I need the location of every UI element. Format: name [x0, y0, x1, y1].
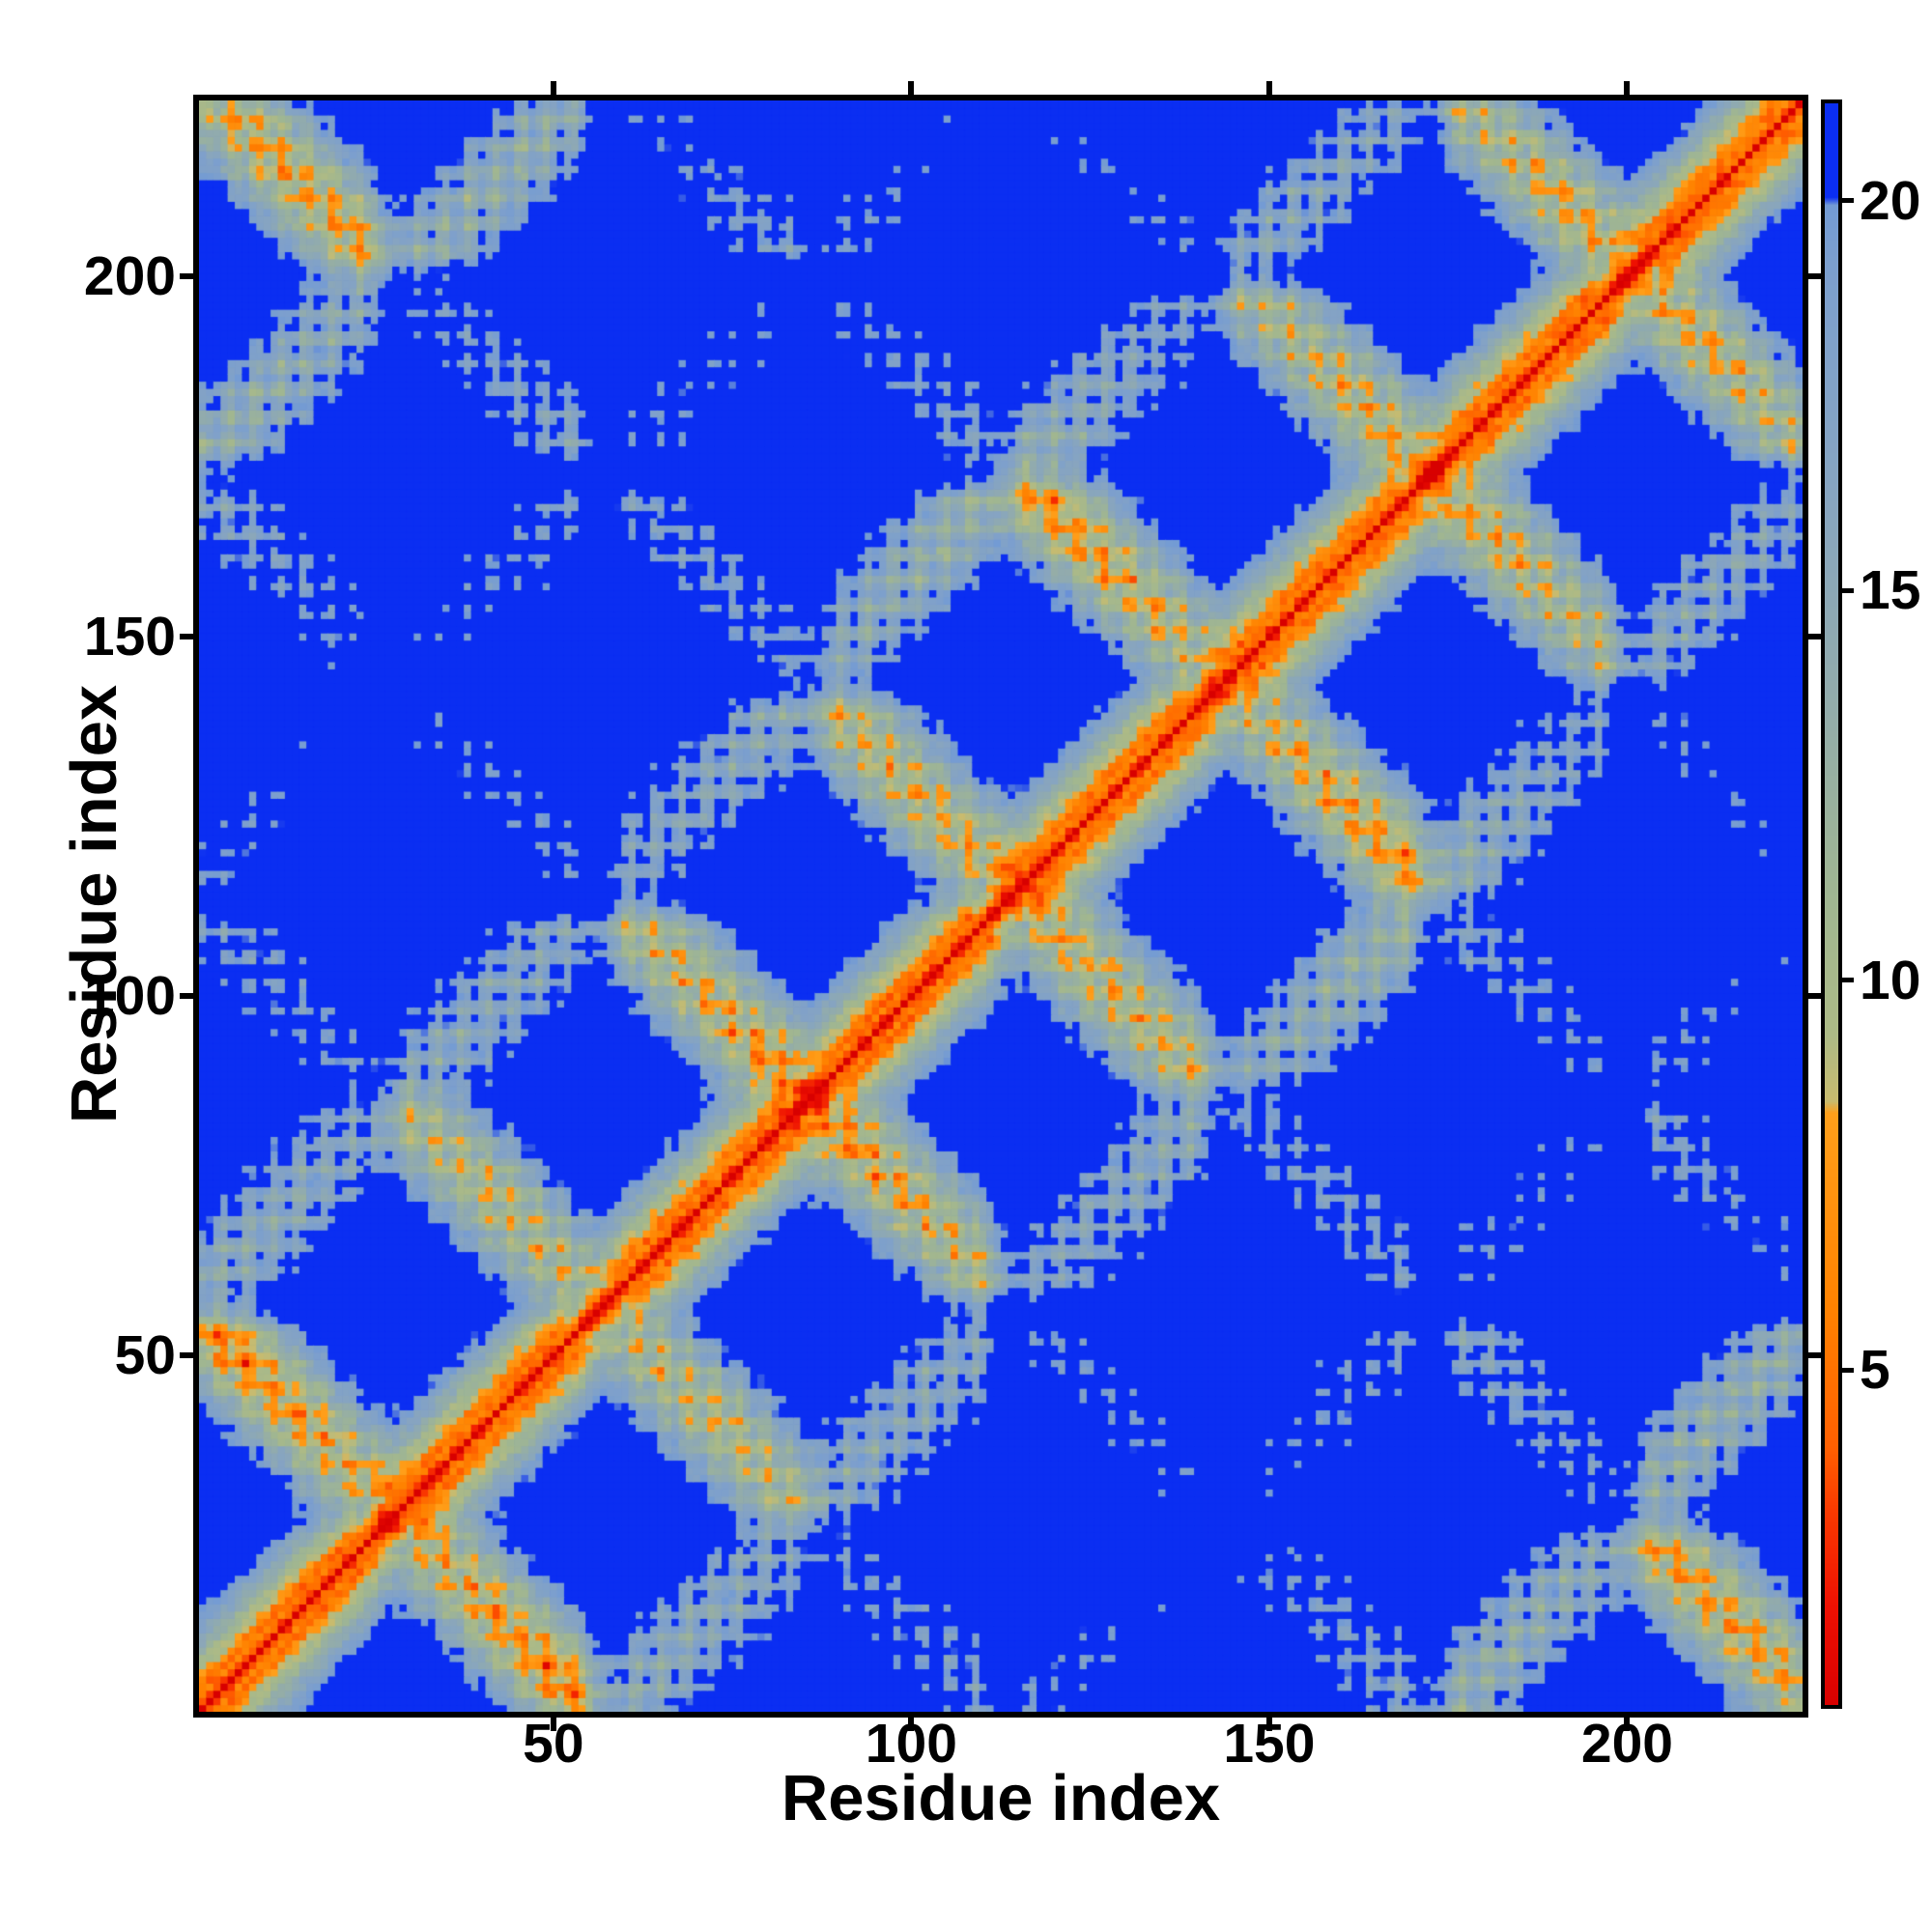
colorbar-tick [1842, 587, 1854, 593]
x-axis-tick [1624, 1718, 1631, 1731]
y-tick-label: 50 [114, 1324, 176, 1387]
colorbar [1821, 99, 1842, 1709]
x-axis-top-tick [550, 81, 556, 95]
y-axis-right-tick [1808, 993, 1822, 1000]
x-tick-label: 50 [523, 1713, 584, 1775]
y-axis-tick [180, 1352, 193, 1359]
y-axis-tick [180, 993, 193, 1000]
y-axis-right-tick [1808, 633, 1822, 639]
distance-matrix-heatmap [199, 100, 1803, 1712]
x-axis-top-tick [1265, 81, 1272, 95]
colorbar-tick [1842, 1367, 1854, 1373]
colorbar-tick-label: 15 [1860, 559, 1921, 622]
colorbar-tick-label: 5 [1860, 1339, 1890, 1402]
x-tick-label: 150 [1223, 1713, 1316, 1775]
x-axis-tick [1265, 1718, 1272, 1731]
colorbar-tick [1842, 198, 1854, 204]
y-axis-tick [180, 633, 193, 639]
y-axis-right-tick [1808, 273, 1822, 280]
plot-area [193, 95, 1808, 1718]
y-tick-label: 150 [83, 605, 176, 668]
y-tick-label: 100 [83, 965, 176, 1028]
x-tick-label: 100 [865, 1713, 957, 1775]
x-axis-label: Residue index [781, 1762, 1221, 1834]
colorbar-gradient [1825, 103, 1838, 1705]
x-axis-top-tick [1624, 81, 1631, 95]
colorbar-tick-label: 20 [1860, 169, 1921, 232]
x-tick-label: 200 [1580, 1713, 1673, 1775]
y-tick-label: 200 [83, 245, 176, 308]
y-axis-right-tick [1808, 1352, 1822, 1359]
x-axis-top-tick [908, 81, 915, 95]
y-axis-label: Residue index [58, 684, 130, 1124]
y-axis-tick [180, 273, 193, 280]
colorbar-tick [1842, 978, 1854, 983]
x-axis-tick [550, 1718, 556, 1731]
colorbar-tick-label: 10 [1860, 949, 1921, 1011]
x-axis-tick [908, 1718, 915, 1731]
